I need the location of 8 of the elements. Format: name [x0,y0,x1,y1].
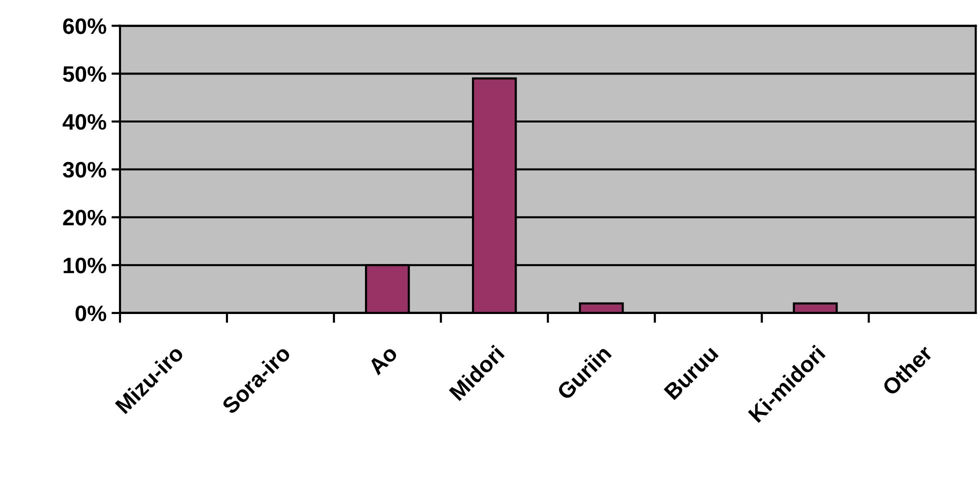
y-tick-label: 50% [63,66,106,82]
y-tick-label: 20% [63,210,106,226]
y-tick-label: 10% [64,258,106,274]
x-tick-label: Ao [367,344,398,376]
y-tick-label: 60% [63,18,106,34]
y-tick-label: 0% [76,306,106,322]
y-tick-label: 30% [62,162,106,178]
y-tick-label: 40% [62,114,106,130]
